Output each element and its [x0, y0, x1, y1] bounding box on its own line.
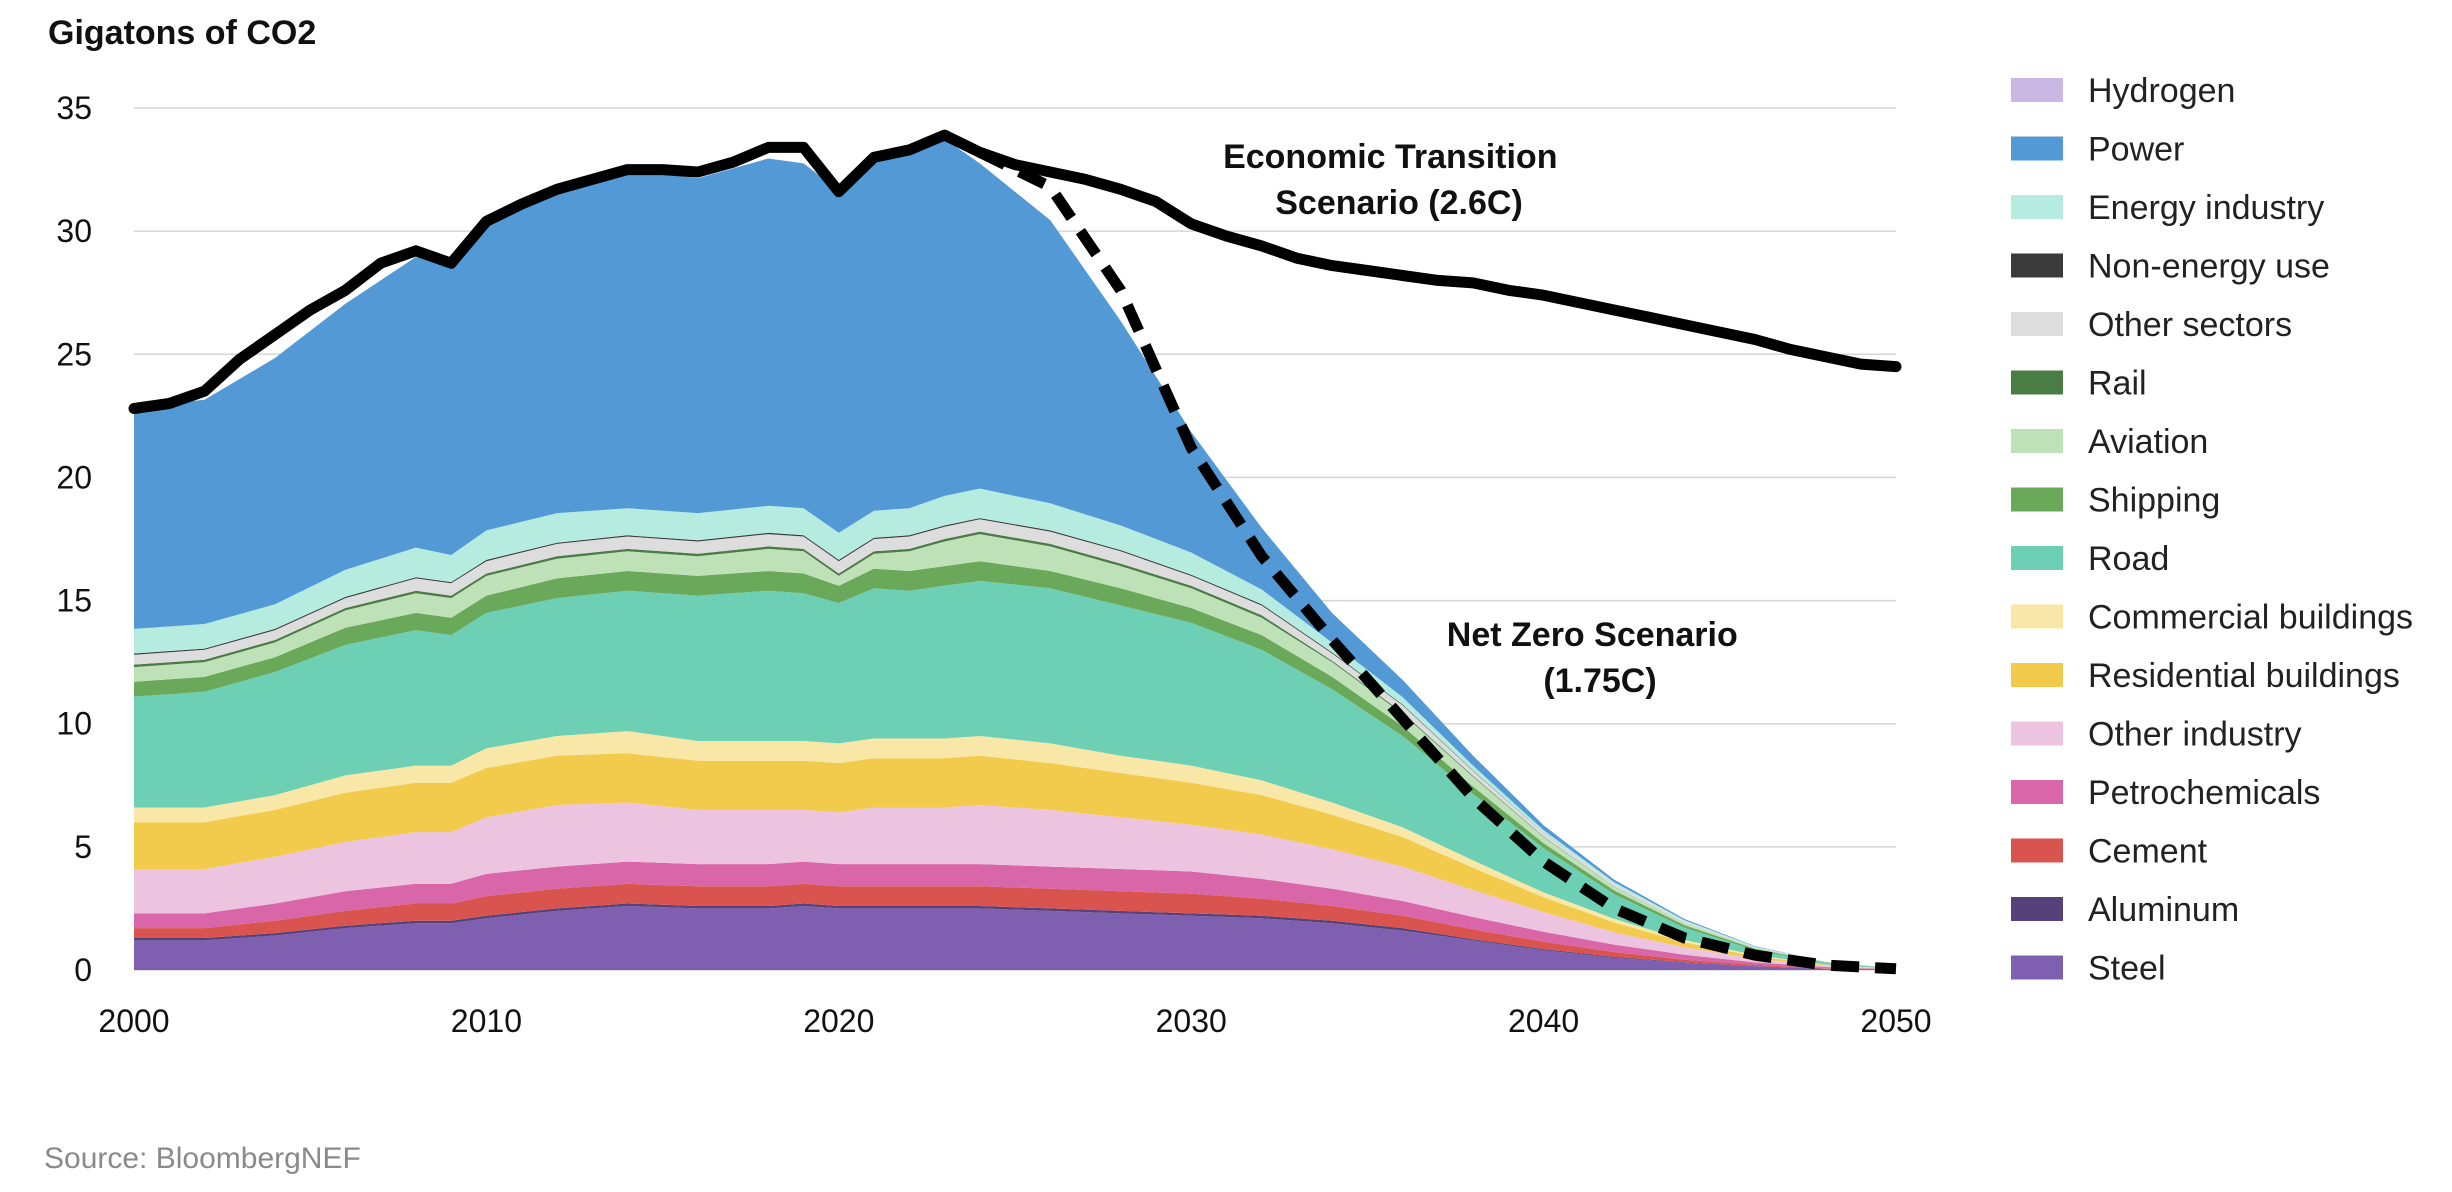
- source-note: Source: BloombergNEF: [44, 1142, 361, 1175]
- area-residential-buildings: [134, 753, 1896, 969]
- legend-swatch-steel: [2011, 955, 2063, 980]
- x-tick-label: 2050: [1860, 1003, 1931, 1039]
- area-petrochemicals: [134, 861, 1896, 970]
- x-tick-label: 2030: [1156, 1003, 1227, 1039]
- legend-label-other-industry: Other industry: [2088, 716, 2302, 754]
- x-tick-label: 2020: [803, 1003, 874, 1039]
- legend-label-commercial-buildings: Commercial buildings: [2088, 599, 2413, 637]
- legend-swatch-cement: [2011, 838, 2063, 863]
- x-tick-label: 2040: [1508, 1003, 1579, 1039]
- legend-label-non-energy-use: Non-energy use: [2088, 248, 2330, 286]
- legend-swatch-energy-industry: [2011, 195, 2063, 219]
- y-tick-label: 30: [56, 213, 92, 249]
- line-economic-transition-scenario: [128, 129, 1902, 414]
- legend-swatch-aviation: [2011, 429, 2063, 453]
- area-power: [134, 138, 1896, 969]
- legend-label-road: Road: [2088, 540, 2169, 578]
- legend-swatch-rail: [2011, 370, 2063, 395]
- scenario-lines: [128, 129, 1902, 975]
- legend-swatch-other-industry: [2011, 721, 2063, 746]
- annotation-line: Net Zero Scenario: [1447, 616, 1738, 654]
- y-tick-label: 5: [74, 829, 92, 865]
- legend-swatch-road: [2011, 546, 2063, 570]
- legend-label-shipping: Shipping: [2088, 482, 2220, 520]
- legend-swatch-shipping: [2011, 487, 2063, 512]
- legend-swatch-petrochemicals: [2011, 780, 2063, 804]
- legend-label-rail: Rail: [2088, 365, 2147, 403]
- legend-swatch-aluminum: [2011, 897, 2063, 921]
- legend-label-residential-buildings: Residential buildings: [2088, 657, 2400, 695]
- annotation-economic-transition: Economic Transition Scenario (2.6C): [1223, 138, 1567, 222]
- stacked-areas: [134, 138, 1896, 970]
- legend-swatch-commercial-buildings: [2011, 604, 2063, 629]
- x-tick-label: 2000: [98, 1003, 169, 1039]
- legend-swatch-hydrogen: [2011, 78, 2063, 102]
- annotation-line: Economic Transition: [1223, 138, 1557, 176]
- legend-label-energy-industry: Energy industry: [2088, 189, 2324, 227]
- y-tick-label: 0: [74, 952, 92, 988]
- y-tick-label: 15: [56, 583, 92, 619]
- legend-swatch-other-sectors: [2011, 312, 2063, 336]
- line-net-zero-scenario: [977, 147, 1897, 975]
- y-axis-ticks: 0 5 10 15 20 25 30 35: [56, 90, 92, 988]
- area-road: [134, 580, 1896, 969]
- legend-label-aviation: Aviation: [2088, 423, 2208, 461]
- legend-swatch-non-energy-use: [2011, 253, 2063, 278]
- y-tick-label: 10: [56, 706, 92, 742]
- legend-label-power: Power: [2088, 131, 2184, 169]
- legend-label-petrochemicals: Petrochemicals: [2088, 774, 2320, 812]
- legend-label-aluminum: Aluminum: [2088, 891, 2239, 929]
- y-tick-label: 25: [56, 336, 92, 372]
- annotation-line: (1.75C): [1543, 662, 1656, 700]
- y-tick-label: 35: [56, 90, 92, 126]
- legend-label-other-sectors: Other sectors: [2088, 306, 2292, 344]
- annotation-line: Scenario (2.6C): [1275, 184, 1523, 222]
- y-axis-title: Gigatons of CO2: [48, 14, 316, 52]
- x-axis-ticks: 2000 2010 2020 2030 2040 2050: [98, 1003, 1931, 1039]
- legend-label-hydrogen: Hydrogen: [2088, 72, 2235, 110]
- legend: Hydrogen Power Energy industry Non-energy u…: [2011, 72, 2413, 988]
- legend-swatch-residential-buildings: [2011, 663, 2063, 687]
- legend-label-steel: Steel: [2088, 950, 2166, 988]
- legend-swatch-power: [2011, 136, 2063, 161]
- y-tick-label: 20: [56, 459, 92, 495]
- legend-label-cement: Cement: [2088, 833, 2208, 871]
- x-tick-label: 2010: [451, 1003, 522, 1039]
- area-steel: [134, 906, 1896, 970]
- area-cement: [134, 883, 1896, 970]
- area-other-industry: [134, 802, 1896, 970]
- annotation-net-zero: Net Zero Scenario (1.75C): [1447, 616, 1747, 700]
